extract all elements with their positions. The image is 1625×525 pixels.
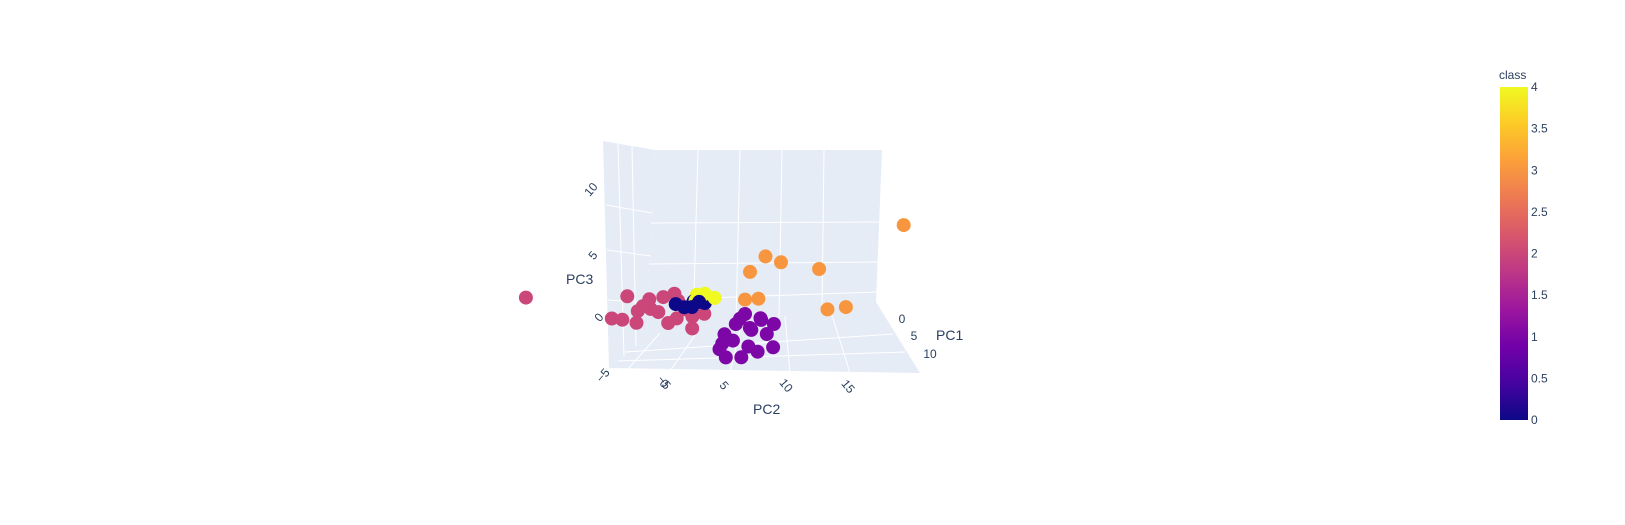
colorbar-title: class bbox=[1499, 68, 1526, 82]
colorbar-tick-label: 2 bbox=[1531, 247, 1538, 261]
data-point[interactable] bbox=[766, 317, 781, 331]
x-axis-title: PC1 bbox=[936, 327, 963, 343]
colorbar-tick-label: 1 bbox=[1531, 330, 1538, 344]
z-tick-label: 0 bbox=[591, 310, 606, 324]
y-tick-label: 15 bbox=[838, 377, 858, 396]
data-point[interactable] bbox=[774, 255, 788, 270]
colorbar-tick-label: 1.5 bbox=[1531, 288, 1548, 302]
data-point[interactable] bbox=[741, 339, 756, 354]
colorbar-tick-label: 0.5 bbox=[1531, 371, 1548, 385]
data-point[interactable] bbox=[667, 286, 682, 301]
colorbar bbox=[1500, 87, 1528, 420]
data-point[interactable] bbox=[743, 264, 757, 279]
x-tick-label: 5 bbox=[911, 329, 918, 343]
data-point[interactable] bbox=[697, 306, 712, 321]
data-point[interactable] bbox=[751, 291, 766, 306]
data-point[interactable] bbox=[734, 350, 749, 365]
y-axis-title: PC2 bbox=[753, 401, 780, 417]
data-point[interactable] bbox=[620, 289, 635, 304]
data-point[interactable] bbox=[742, 321, 757, 335]
data-point[interactable] bbox=[615, 312, 630, 327]
colorbar-tick-label: 3 bbox=[1531, 163, 1538, 177]
data-point[interactable] bbox=[838, 300, 853, 315]
grid-line bbox=[605, 204, 653, 214]
grid-line bbox=[784, 315, 791, 374]
data-point[interactable] bbox=[754, 312, 769, 327]
data-point[interactable] bbox=[759, 327, 774, 341]
data-point[interactable] bbox=[661, 316, 676, 330]
grid-line bbox=[624, 333, 894, 353]
colorbar-tick-label: 4 bbox=[1531, 80, 1538, 94]
data-point[interactable] bbox=[707, 290, 722, 305]
data-point[interactable] bbox=[651, 305, 666, 320]
x-tick-label: 0 bbox=[899, 312, 906, 326]
data-point[interactable] bbox=[812, 262, 827, 276]
grid-line bbox=[650, 221, 880, 224]
z-axis-title: PC3 bbox=[566, 271, 593, 287]
grid-line bbox=[729, 321, 743, 373]
data-point[interactable] bbox=[896, 218, 911, 233]
data-point[interactable] bbox=[518, 290, 533, 305]
grid-line bbox=[669, 327, 701, 372]
data-point[interactable] bbox=[725, 333, 740, 348]
colorbar-tick-label: 2.5 bbox=[1531, 205, 1548, 219]
data-point[interactable] bbox=[656, 290, 671, 305]
data-point[interactable] bbox=[685, 300, 699, 315]
data-point[interactable] bbox=[766, 340, 781, 355]
data-point[interactable] bbox=[718, 350, 733, 365]
data-point[interactable] bbox=[820, 302, 835, 317]
data-point[interactable] bbox=[630, 304, 645, 319]
data-point[interactable] bbox=[685, 321, 700, 336]
z-tick-label: 5 bbox=[585, 248, 600, 262]
x-tick-label: 10 bbox=[923, 347, 937, 361]
y-tick-label: 10 bbox=[776, 376, 796, 395]
data-point[interactable] bbox=[642, 292, 657, 307]
data-point[interactable] bbox=[629, 315, 644, 330]
data-point[interactable] bbox=[604, 311, 619, 326]
grid-line bbox=[821, 149, 825, 312]
data-points[interactable] bbox=[518, 218, 911, 365]
grid-line bbox=[606, 249, 652, 257]
colorbar-ticks: 0 0.5 1 1.5 2 2.5 3 3.5 4 bbox=[1531, 80, 1548, 427]
grid-line bbox=[829, 308, 851, 374]
y-tick-label: 5 bbox=[717, 378, 732, 392]
data-point[interactable] bbox=[758, 249, 773, 264]
grid-line bbox=[778, 149, 783, 318]
z-tick-label: 10 bbox=[581, 180, 601, 199]
colorbar-tick-label: 3.5 bbox=[1531, 122, 1548, 136]
grid-line bbox=[626, 332, 661, 371]
colorbar-tick-label: 0 bbox=[1531, 413, 1538, 427]
grid-line bbox=[735, 149, 741, 324]
z-tick-label: −5 bbox=[593, 365, 613, 385]
data-point[interactable] bbox=[733, 311, 747, 326]
data-point[interactable] bbox=[738, 292, 752, 307]
